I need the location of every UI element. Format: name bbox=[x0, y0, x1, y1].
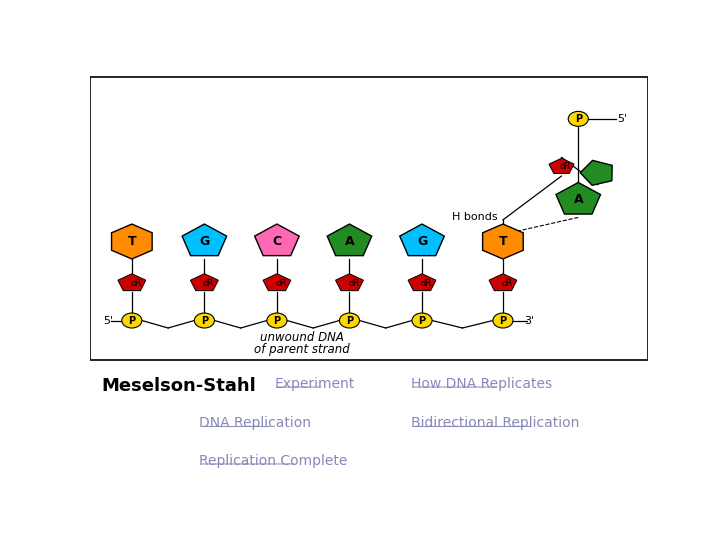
Text: dR: dR bbox=[420, 279, 432, 288]
Polygon shape bbox=[182, 224, 227, 255]
Text: T: T bbox=[499, 235, 507, 248]
Text: H bonds: H bonds bbox=[451, 212, 498, 221]
FancyBboxPatch shape bbox=[90, 77, 648, 360]
Polygon shape bbox=[400, 224, 444, 255]
Circle shape bbox=[339, 313, 359, 328]
Text: P: P bbox=[500, 315, 506, 326]
Circle shape bbox=[194, 313, 215, 328]
Text: P: P bbox=[274, 315, 281, 326]
Text: dR: dR bbox=[348, 279, 359, 288]
Text: G: G bbox=[199, 235, 210, 248]
Polygon shape bbox=[489, 274, 517, 291]
Text: of parent strand: of parent strand bbox=[254, 343, 350, 356]
Polygon shape bbox=[191, 274, 218, 291]
Text: P: P bbox=[346, 315, 353, 326]
Circle shape bbox=[493, 313, 513, 328]
Text: dR: dR bbox=[276, 279, 287, 288]
Text: dR: dR bbox=[559, 162, 571, 171]
Polygon shape bbox=[255, 224, 300, 255]
Polygon shape bbox=[482, 224, 523, 259]
Text: Bidirectional Replication: Bidirectional Replication bbox=[411, 416, 579, 430]
Text: 5': 5' bbox=[617, 114, 627, 124]
Polygon shape bbox=[263, 274, 291, 291]
Text: C: C bbox=[272, 235, 282, 248]
Polygon shape bbox=[549, 158, 574, 173]
Text: A: A bbox=[345, 235, 354, 248]
Text: Experiment: Experiment bbox=[274, 377, 354, 390]
Text: P: P bbox=[575, 114, 582, 124]
Polygon shape bbox=[408, 274, 436, 291]
Text: 5': 5' bbox=[103, 315, 113, 326]
Text: DNA Replication: DNA Replication bbox=[199, 416, 311, 430]
Circle shape bbox=[412, 313, 432, 328]
Text: T: T bbox=[127, 235, 136, 248]
Text: Replication Complete: Replication Complete bbox=[199, 454, 347, 468]
Text: How DNA Replicates: How DNA Replicates bbox=[411, 377, 552, 390]
Text: P: P bbox=[128, 315, 135, 326]
Text: Meselson-Stahl: Meselson-Stahl bbox=[101, 377, 256, 395]
Circle shape bbox=[568, 111, 588, 126]
Polygon shape bbox=[327, 224, 372, 255]
Polygon shape bbox=[556, 183, 600, 214]
Text: A: A bbox=[573, 193, 583, 206]
Circle shape bbox=[267, 313, 287, 328]
Text: dR: dR bbox=[501, 279, 513, 288]
Polygon shape bbox=[118, 274, 145, 291]
Text: G: G bbox=[417, 235, 427, 248]
Circle shape bbox=[122, 313, 142, 328]
Text: dR: dR bbox=[130, 279, 142, 288]
Text: 3': 3' bbox=[525, 315, 535, 326]
Polygon shape bbox=[336, 274, 364, 291]
Text: P: P bbox=[418, 315, 426, 326]
Polygon shape bbox=[112, 224, 152, 259]
Polygon shape bbox=[580, 160, 612, 185]
Text: unwound DNA: unwound DNA bbox=[260, 330, 344, 343]
Text: P: P bbox=[201, 315, 208, 326]
Text: dR: dR bbox=[203, 279, 215, 288]
